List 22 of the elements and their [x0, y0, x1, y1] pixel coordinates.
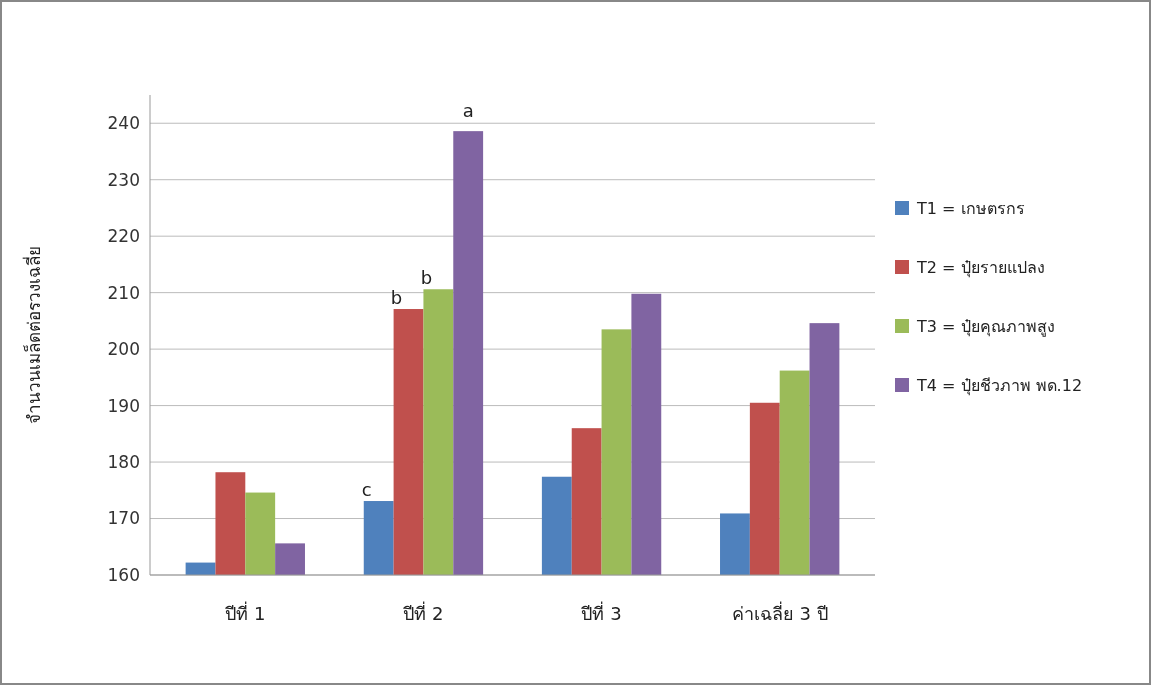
y-tick-label: 180 [107, 452, 140, 473]
legend-label: T1 = เกษตรกร [916, 198, 1025, 218]
y-tick-label: 190 [107, 395, 140, 416]
x-tick-label: ค่าเฉลี่ย 3 ปี [731, 601, 828, 624]
legend-label: T2 = ปุ๋ยรายแปลง [916, 257, 1045, 278]
annotation: c [361, 479, 372, 501]
y-tick-label: 220 [107, 226, 140, 247]
y-tick-label: 170 [107, 508, 140, 529]
x-tick-label: ปีที่ 2 [403, 601, 444, 624]
y-tick-label: 200 [107, 339, 140, 360]
legend-label: T3 = ปุ๋ยคุณภาพสูง [916, 316, 1055, 337]
y-axis-title: จำนวนเมล็ดต่อรวงเฉลี่ย [22, 246, 44, 424]
y-tick-label: 240 [107, 113, 140, 134]
y-tick-label: 210 [107, 282, 140, 303]
annotation: b [420, 267, 433, 289]
annotation: b [390, 287, 403, 309]
legend-label: T4 = ปุ๋ยชีวภาพ พด.12 [916, 375, 1083, 396]
y-tick-label: 160 [107, 564, 140, 585]
y-tick-label: 230 [107, 169, 140, 190]
annotation: a [462, 100, 474, 122]
x-tick-label: ปีที่ 1 [225, 601, 266, 624]
x-tick-label: ปีที่ 3 [581, 601, 622, 624]
